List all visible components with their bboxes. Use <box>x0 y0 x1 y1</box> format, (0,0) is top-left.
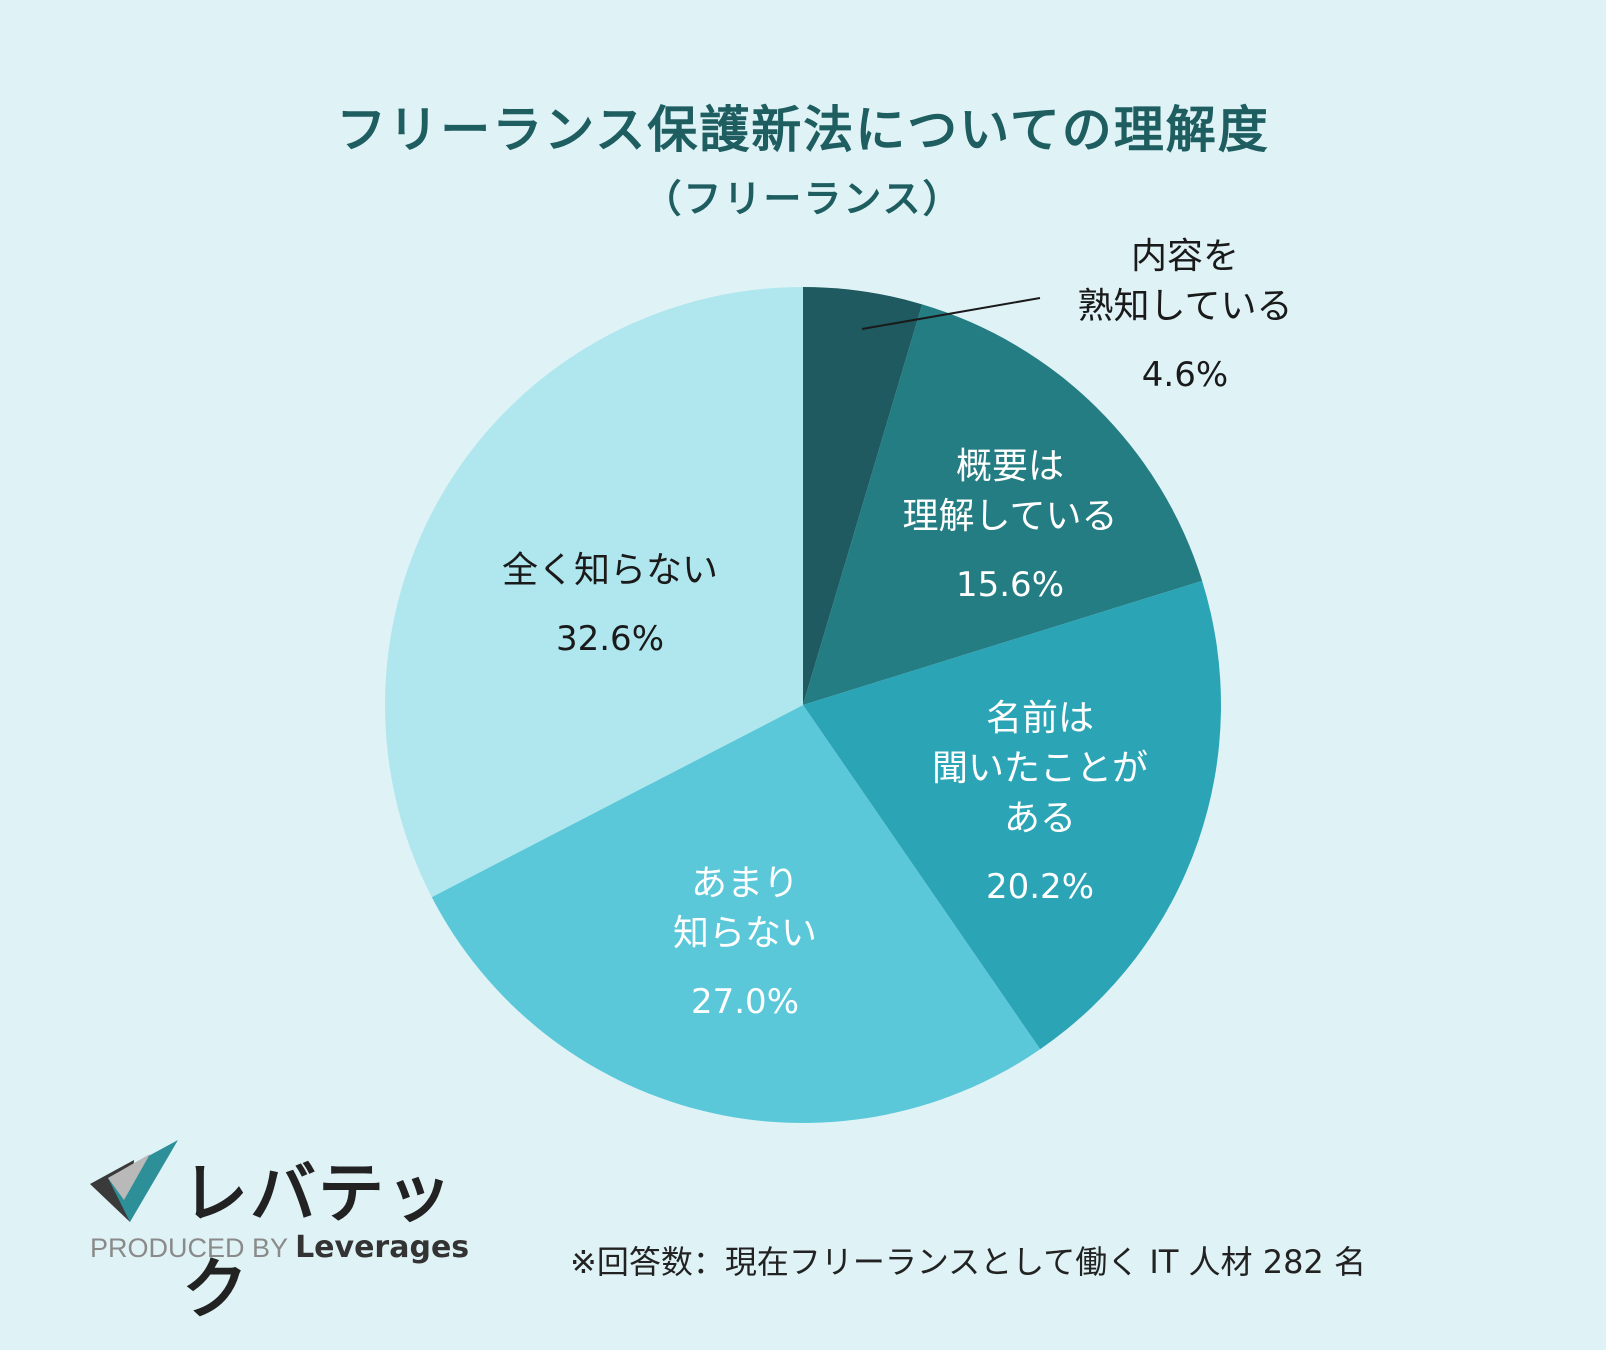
pie-slice <box>803 304 1203 705</box>
pie-slice <box>431 705 1041 1123</box>
slice-value-label: 27.0% <box>691 982 799 1022</box>
chart-title: フリーランス保護新法についての理解度 <box>336 101 1270 159</box>
logo: レバテック PRODUCED BY Leverages <box>90 1140 510 1328</box>
produced-by: PRODUCED BY Leverages <box>90 1230 469 1265</box>
chart-subtitle: （フリーランス） <box>643 177 963 221</box>
pie-slice <box>385 287 803 898</box>
pie-slice <box>803 287 923 705</box>
slice-value-label: 32.6% <box>556 619 664 659</box>
footnote: ※回答数：現在フリーランスとして働く IT 人材 282 名 <box>570 1243 1366 1281</box>
logo-text: レバテック <box>182 1155 454 1328</box>
brand-name: Leverages <box>295 1230 470 1265</box>
pie-slice <box>803 580 1221 1050</box>
produced-by-label: PRODUCED BY <box>90 1233 288 1263</box>
slice-label: 名前は聞いたことがある <box>932 698 1148 839</box>
slice-label: 内容を熟知している <box>1078 236 1293 327</box>
slice-value-label: 4.6% <box>1142 355 1228 395</box>
slice-value-label: 15.6% <box>956 565 1064 605</box>
slice-label: あまり知らない <box>673 863 817 954</box>
slice-label: 全く知らない <box>502 550 718 591</box>
leader-line <box>861 297 1041 330</box>
slice-value-label: 20.2% <box>986 867 1094 907</box>
logo-mark-icon <box>90 1140 178 1222</box>
slice-label: 概要は理解している <box>903 446 1118 537</box>
